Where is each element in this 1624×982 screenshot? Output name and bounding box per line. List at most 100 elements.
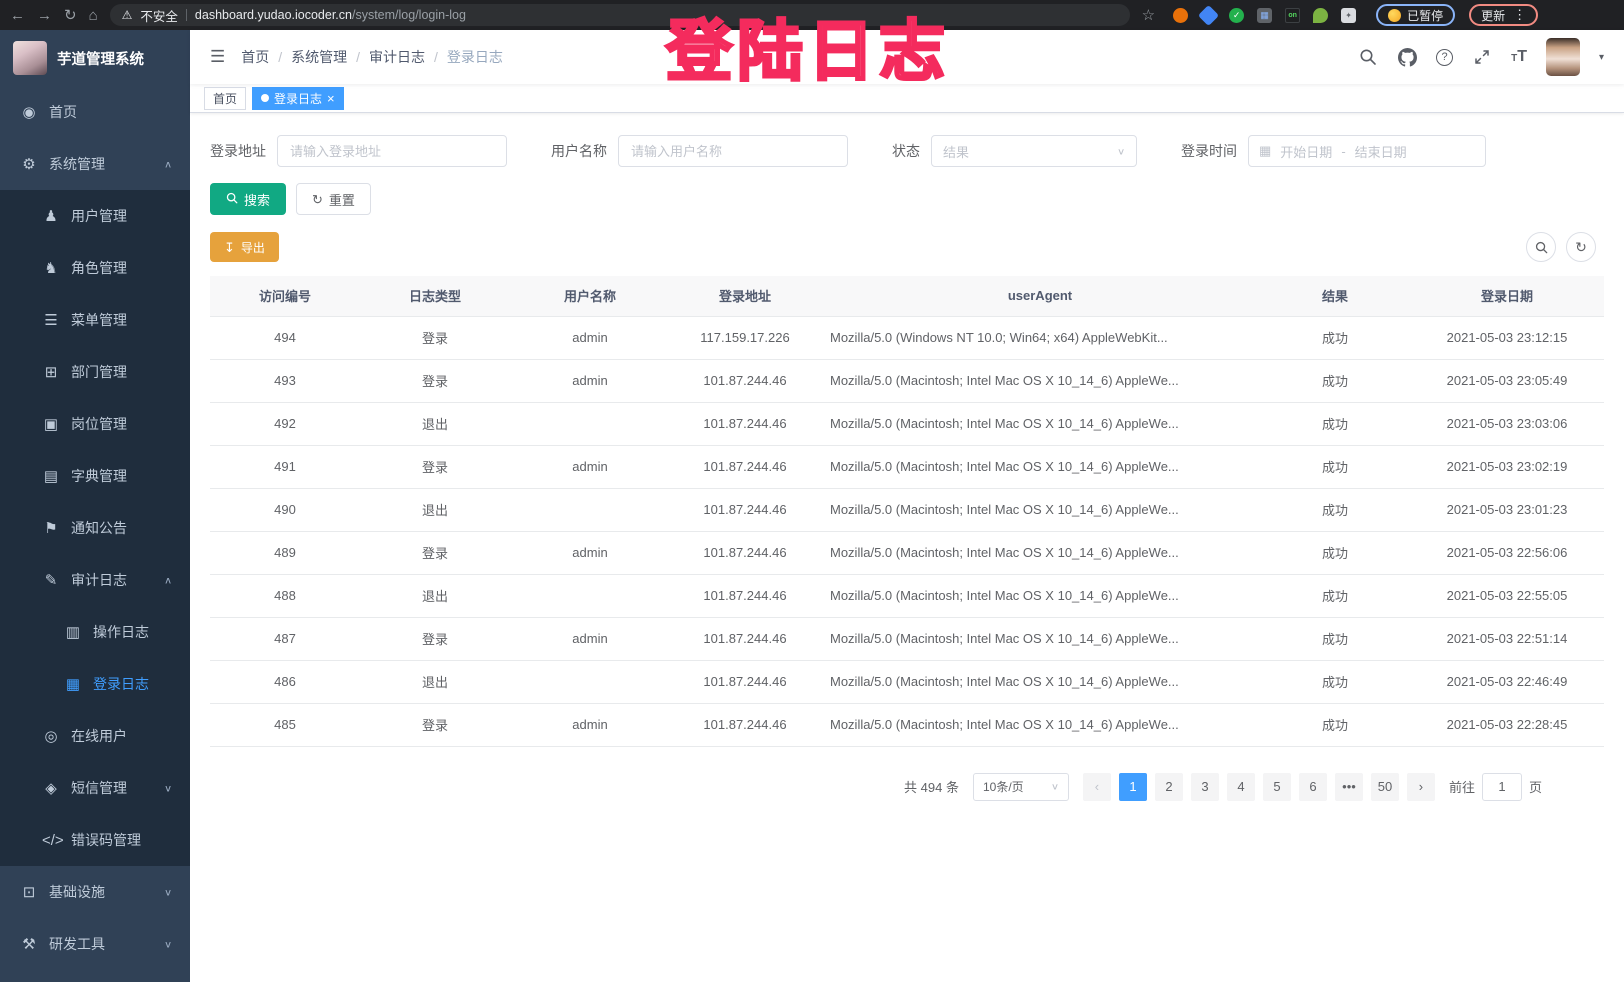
table-row[interactable]: 489 登录 admin 101.87.244.46 Mozilla/5.0 (… (210, 531, 1604, 575)
sidebar-item[interactable]: ◉ 首页 (0, 86, 190, 138)
sidebar-item[interactable]: ♟ 用户管理 (0, 190, 190, 242)
browser-update-button[interactable]: 更新 ⋮ (1469, 4, 1539, 26)
status-label: 状态 (892, 143, 920, 159)
toggle-search-button[interactable] (1526, 232, 1556, 262)
sidebar-item[interactable]: ⊞ 部门管理 (0, 346, 190, 398)
cell-log-type: 退出 (360, 574, 510, 618)
prev-page-button[interactable]: ‹ (1082, 772, 1111, 801)
page-number-button[interactable]: 3 (1190, 772, 1219, 801)
extension-icon-sprout[interactable] (1313, 7, 1329, 23)
page-number-button[interactable]: 50 (1370, 772, 1399, 801)
sidebar-item[interactable]: ▥ 操作日志 (0, 606, 190, 658)
extensions-puzzle-icon[interactable]: ✦ (1341, 7, 1357, 23)
sidebar-item[interactable]: ⊡ 基础设施 ∨ (0, 866, 190, 918)
sidebar-item[interactable]: ▤ 字典管理 (0, 450, 190, 502)
table-row[interactable]: 494 登录 admin 117.159.17.226 Mozilla/5.0 … (210, 316, 1604, 360)
font-size-icon[interactable]: TT (1511, 48, 1527, 65)
page-number-button[interactable]: 2 (1154, 772, 1183, 801)
table-row[interactable]: 488 退出 101.87.244.46 Mozilla/5.0 (Macint… (210, 574, 1604, 618)
page-size-select[interactable]: 10条/页 ∨ (972, 772, 1069, 801)
extension-icon-on-badge[interactable]: on (1285, 7, 1301, 23)
fullscreen-icon[interactable] (1472, 47, 1492, 67)
cell-log-type: 登录 (360, 617, 510, 661)
user-avatar[interactable] (1545, 38, 1580, 76)
hamburger-icon[interactable]: ☰ (210, 47, 226, 66)
extension-icon-green-check[interactable]: ✓ (1229, 7, 1245, 23)
page-number-button[interactable]: ••• (1334, 772, 1363, 801)
tag-view-tab[interactable]: 登录日志 × (252, 86, 344, 110)
cell-user-agent: Mozilla/5.0 (Macintosh; Intel Mac OS X 1… (820, 531, 1260, 575)
sidebar-item[interactable]: ⚑ 通知公告 (0, 502, 190, 554)
cell-username (510, 402, 670, 446)
sidebar-item[interactable]: ▦ 登录日志 (0, 658, 190, 710)
sidebar-item[interactable]: </> 错误码管理 (0, 814, 190, 866)
search-button[interactable]: 搜索 (210, 183, 287, 215)
next-page-button[interactable]: › (1406, 772, 1435, 801)
breadcrumb-item[interactable]: 系统管理 / (291, 47, 369, 67)
table-row[interactable]: 487 登录 admin 101.87.244.46 Mozilla/5.0 (… (210, 617, 1604, 661)
help-icon[interactable]: ? (1436, 48, 1454, 66)
cell-login-date: 2021-05-03 22:56:06 (1410, 531, 1604, 575)
avatar-caret-down-icon[interactable]: ▾ (1598, 51, 1604, 63)
calendar-icon: ▦ (1259, 143, 1272, 158)
table-row[interactable]: 492 退出 101.87.244.46 Mozilla/5.0 (Macint… (210, 402, 1604, 446)
menu-item-label: 基础设施 (49, 884, 105, 900)
column-header: 用户名称 (510, 276, 670, 317)
active-dot-icon (261, 94, 270, 102)
table-row[interactable]: 491 登录 admin 101.87.244.46 Mozilla/5.0 (… (210, 445, 1604, 489)
forward-icon[interactable]: → (37, 6, 52, 24)
back-icon[interactable]: ← (10, 6, 25, 24)
github-icon[interactable] (1397, 47, 1417, 67)
page-number-button[interactable]: 4 (1226, 772, 1255, 801)
cell-log-type: 登录 (360, 703, 510, 747)
browser-menu-icon[interactable]: ⋮ (1513, 7, 1527, 22)
sidebar-item[interactable]: ▣ 岗位管理 (0, 398, 190, 450)
username-input[interactable] (618, 135, 848, 167)
login-address-input[interactable] (277, 135, 507, 167)
bookmark-star-icon[interactable]: ☆ (1141, 6, 1156, 24)
page-number-button[interactable]: 5 (1262, 772, 1291, 801)
export-button[interactable]: ↧ 导出 (210, 232, 279, 262)
refresh-table-button[interactable]: ↻ (1566, 232, 1596, 262)
status-select[interactable]: 结果 ∨ (931, 135, 1137, 167)
sidebar-item[interactable]: ✎ 审计日志 ∧ (0, 554, 190, 606)
page-number-button[interactable]: 6 (1298, 772, 1327, 801)
table-row[interactable]: 486 退出 101.87.244.46 Mozilla/5.0 (Macint… (210, 660, 1604, 704)
menu-item-label: 研发工具 (49, 936, 105, 952)
jump-page-input[interactable] (1481, 772, 1522, 801)
sidebar-item[interactable]: ◈ 短信管理 ∨ (0, 762, 190, 814)
tag-view-tab[interactable]: 首页 × (204, 86, 247, 110)
sidebar-item[interactable]: ◎ 在线用户 (0, 710, 190, 762)
breadcrumb-item[interactable]: 登录日志 (447, 47, 521, 67)
table-row[interactable]: 485 登录 admin 101.87.244.46 Mozilla/5.0 (… (210, 703, 1604, 747)
cell-login-address: 101.87.244.46 (670, 445, 820, 489)
login-time-range-picker[interactable]: ▦ 开始日期 - 结束日期 (1248, 135, 1486, 167)
breadcrumb-item[interactable]: 审计日志 / (369, 47, 447, 67)
pager: ‹ 1 2 3 4 5 6 ••• 50 › (1082, 772, 1435, 801)
search-icon[interactable] (1358, 47, 1378, 67)
reset-button[interactable]: ↻ 重置 (296, 183, 371, 215)
table-header-row: 访问编号 日志类型 用户名称 登录地址 userAgent 结果 登录日期 (210, 276, 1604, 317)
reload-icon[interactable]: ↻ (64, 6, 77, 24)
sidebar-item[interactable]: ⚒ 研发工具 ∨ (0, 918, 190, 970)
sidebar-item[interactable]: ⚙ 系统管理 ∧ (0, 138, 190, 190)
cell-log-type: 退出 (360, 660, 510, 704)
address-bar[interactable]: ⚠ 不安全 dashboard.yudao.iocoder.cn/system/… (109, 4, 1130, 26)
breadcrumb-label: 系统管理 (291, 49, 348, 65)
extension-icon-blue-diamond[interactable] (1197, 4, 1220, 26)
app-logo[interactable]: 芋道管理系统 (0, 30, 190, 86)
sidebar-item[interactable]: ☰ 菜单管理 (0, 294, 190, 346)
search-button-label: 搜索 (244, 192, 271, 208)
sidebar-item[interactable]: ♞ 角色管理 (0, 242, 190, 294)
table-row[interactable]: 490 退出 101.87.244.46 Mozilla/5.0 (Macint… (210, 488, 1604, 532)
breadcrumb-item[interactable]: 首页 / (241, 47, 291, 67)
home-icon[interactable]: ⌂ (88, 6, 98, 24)
filter-username: 用户名称 (551, 135, 848, 167)
table-row[interactable]: 493 登录 admin 101.87.244.46 Mozilla/5.0 (… (210, 359, 1604, 403)
page-number-button[interactable]: 1 (1118, 772, 1147, 801)
extension-icon-grid[interactable]: ▦ (1257, 7, 1273, 23)
tags-view-bar: 首页 × 登录日志 × (190, 84, 1624, 113)
extension-icon-orange[interactable] (1173, 7, 1189, 23)
browser-profile-chip[interactable]: 已暂停 (1376, 4, 1456, 26)
tab-close-icon[interactable]: × (327, 90, 335, 106)
